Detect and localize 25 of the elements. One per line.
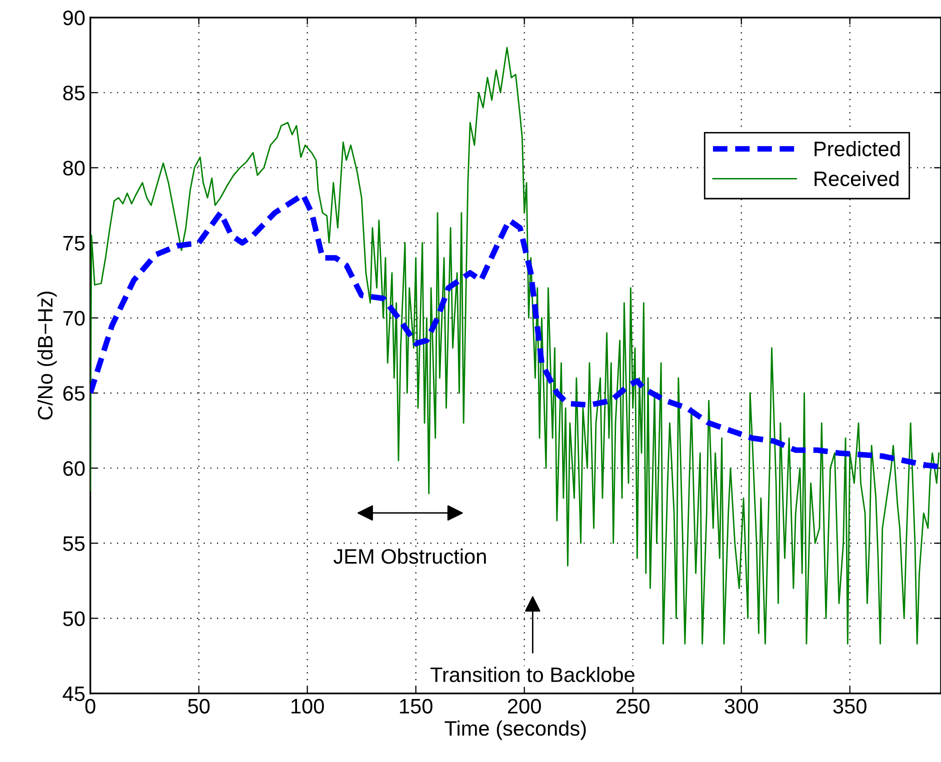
y-tick-label: 60: [63, 461, 85, 476]
x-tick-label: 150: [400, 698, 432, 714]
x-tick-label: 250: [616, 698, 650, 714]
x-tick-label: 300: [724, 698, 758, 714]
y-tick-label: 45: [62, 686, 85, 702]
annotation: JEM Obstruction: [334, 548, 486, 564]
x-tick-label: 50: [188, 698, 210, 714]
y-tick-label: 80: [63, 160, 85, 176]
line-series: [90, 46, 940, 645]
y-tick-label: 70: [63, 310, 85, 326]
legend-label: Received: [814, 170, 898, 186]
x-tick-label: 350: [833, 698, 866, 714]
annotation: Transition to Backlobe: [430, 666, 634, 682]
x-tick-label: 100: [292, 698, 324, 714]
y-tick-label: 90: [63, 10, 85, 26]
y-tick-label: 50: [63, 611, 85, 626]
y-tick-label: 65: [63, 386, 85, 401]
x-axis-title: Time (seconds): [444, 720, 586, 740]
x-tick-label: 0: [85, 698, 96, 714]
y-tick-label: 55: [63, 536, 85, 551]
y-axis-title: C/No (dB−Hz): [37, 292, 57, 420]
y-tick-label: 75: [63, 236, 85, 251]
y-tick-label: 85: [63, 86, 85, 100]
x-tick-label: 200: [508, 698, 541, 714]
legend-label: Predicted: [814, 141, 900, 156]
